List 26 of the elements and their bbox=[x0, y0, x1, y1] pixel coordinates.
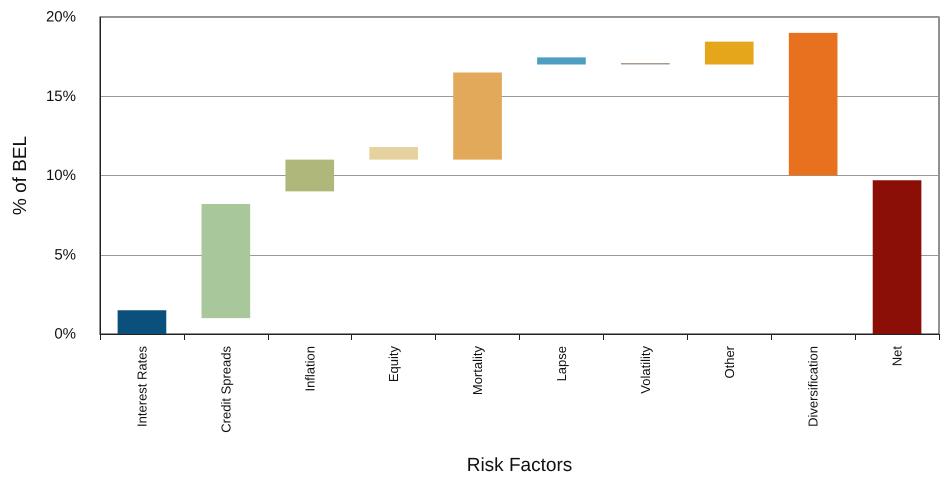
bar bbox=[285, 160, 334, 192]
bar bbox=[788, 32, 838, 176]
y-tick-label: 0% bbox=[54, 326, 76, 342]
bar bbox=[704, 42, 754, 65]
bar bbox=[118, 310, 166, 334]
y-tick-label: 20% bbox=[46, 8, 76, 26]
x-tick-label: Lapse bbox=[554, 346, 569, 382]
x-tick-label: Mortality bbox=[470, 346, 486, 396]
x-tick-label: Credit Spreads bbox=[218, 346, 234, 433]
bar bbox=[453, 72, 502, 160]
x-axis-title: Risk Factors bbox=[466, 455, 572, 476]
bar bbox=[537, 57, 586, 65]
y-axis-title: % of BEL bbox=[10, 136, 31, 216]
x-tick-label: Diversification bbox=[806, 346, 821, 427]
bar bbox=[872, 180, 922, 334]
y-tick-label: 10% bbox=[46, 167, 76, 184]
x-tick-label: Equity bbox=[386, 346, 402, 382]
y-tick-label: 15% bbox=[46, 88, 76, 105]
bar bbox=[202, 204, 250, 318]
x-tick-label: Other bbox=[722, 345, 737, 379]
bar bbox=[369, 146, 418, 160]
x-tick-label: Interest Rates bbox=[134, 346, 150, 427]
x-tick-label: Net bbox=[890, 346, 905, 366]
y-tick-label: 5% bbox=[54, 246, 76, 264]
x-tick-label: Volatility bbox=[638, 346, 653, 394]
x-tick-label: Inflation bbox=[302, 346, 318, 392]
